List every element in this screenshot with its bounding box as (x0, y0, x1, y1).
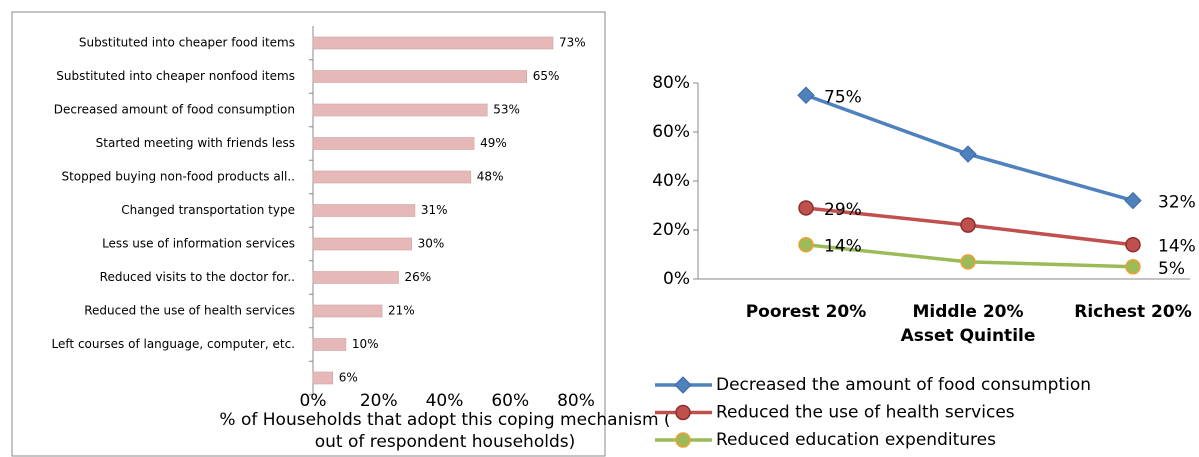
y-tick-label: 20% (652, 220, 690, 240)
value-label: 73% (559, 36, 586, 50)
x-tick-label: 60% (491, 391, 529, 411)
legend-marker (674, 376, 692, 394)
x-tick-label: 0% (300, 391, 327, 411)
value-label: 30% (418, 237, 445, 251)
x-tick-label: 80% (557, 391, 595, 411)
y-tick-label: 0% (663, 269, 690, 289)
category-label: Less use of information services (102, 237, 295, 251)
value-label: 14% (1158, 237, 1196, 257)
point (798, 200, 814, 216)
point (1125, 259, 1141, 275)
bar (312, 338, 347, 351)
y-tick-label: 40% (652, 171, 690, 191)
x-axis-label: % of Households that adopt this coping m… (219, 410, 670, 430)
bar (312, 371, 334, 385)
legend-label: Reduced the use of health services (716, 403, 1015, 423)
value-label: 21% (388, 304, 415, 318)
x-tick-label: Poorest 20% (746, 302, 867, 322)
value-label: 14% (824, 237, 862, 257)
bar (312, 137, 475, 150)
legend-marker (675, 404, 691, 421)
bar (312, 304, 383, 318)
bar (312, 271, 399, 284)
point (1125, 236, 1141, 253)
value-label: 32% (1158, 193, 1196, 213)
bar (312, 36, 554, 50)
value-label: 29% (824, 200, 862, 220)
bar (312, 170, 472, 184)
bar (312, 237, 412, 251)
value-label: 26% (404, 270, 431, 284)
x-axis-label: Asset Quintile (901, 326, 1036, 346)
point (959, 145, 977, 163)
category-label: Reduced the use of health services (84, 304, 295, 318)
value-label: 75% (824, 87, 862, 107)
x-tick-label: 40% (426, 391, 464, 411)
category-label: Substituted into cheaper food items (79, 36, 295, 50)
value-label: 5% (1158, 259, 1185, 279)
legend-label: Decreased the amount of food consumption (716, 375, 1091, 395)
value-label: 10% (352, 337, 379, 351)
bar (312, 103, 488, 117)
x-axis-label: out of respondent households) (315, 432, 575, 452)
point (960, 217, 976, 233)
point (797, 86, 815, 104)
value-label: 49% (480, 136, 507, 150)
point (1124, 191, 1142, 210)
x-tick-label: Richest 20% (1074, 302, 1191, 322)
point (960, 254, 976, 270)
x-tick-label: Middle 20% (912, 302, 1023, 322)
category-label: Substituted into cheaper nonfood items (56, 69, 295, 83)
value-label: 31% (421, 203, 448, 217)
value-label: 53% (493, 103, 520, 117)
category-label: Left courses of language, computer, etc. (52, 337, 295, 351)
category-label: Decreased amount of food consumption (54, 103, 295, 117)
value-label: 65% (533, 69, 560, 83)
category-label: Stopped buying non-food products all.. (61, 170, 295, 184)
panel-border (11, 11, 606, 457)
point (798, 236, 814, 253)
category-label: Started meeting with friends less (96, 136, 295, 150)
y-tick-label: 80% (652, 73, 690, 93)
legend-marker (675, 432, 691, 448)
category-label: Changed transportation type (121, 203, 295, 217)
bar (312, 70, 527, 83)
value-label: 6% (339, 371, 358, 385)
value-label: 48% (477, 170, 504, 184)
bar (312, 204, 416, 217)
y-tick-label: 60% (652, 122, 690, 142)
category-label: Reduced visits to the doctor for.. (100, 270, 295, 284)
legend-label: Reduced education expenditures (716, 430, 996, 450)
x-tick-label: 20% (360, 391, 398, 411)
